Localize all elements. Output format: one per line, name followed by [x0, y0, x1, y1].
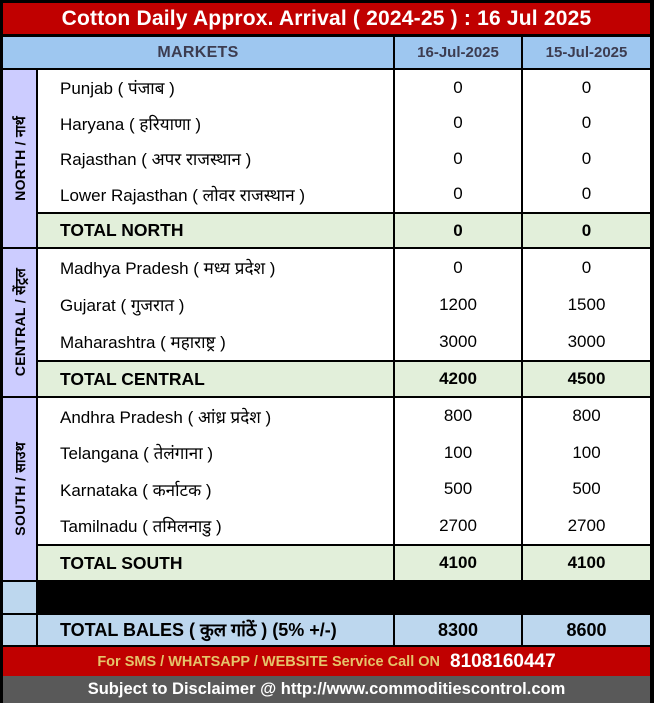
- grand-total-col1: 8300: [393, 615, 521, 645]
- value-col2: 2700: [521, 507, 650, 544]
- value-col1: 0: [393, 105, 521, 141]
- table-row: Gujarat ( गुजरात ) 1200 1500: [38, 286, 650, 323]
- grand-total-row: TOTAL BALES ( कुल गांठें ) (5% +/-) 8300…: [3, 613, 650, 647]
- black-separator-band: [3, 580, 650, 613]
- region-label-north: NORTH / नार्थ: [12, 116, 28, 201]
- section-north: NORTH / नार्थ Punjab ( पंजाब ) 0 0 Harya…: [3, 70, 650, 249]
- total-row-south: TOTAL SOUTH 4100 4100: [38, 544, 650, 580]
- market-name: Karnataka ( कर्नाटक ): [60, 480, 212, 500]
- disclaimer-link-text[interactable]: Subject to Disclaimer @ http://www.commo…: [87, 680, 566, 698]
- total-value-col2: 0: [521, 214, 650, 247]
- value-col2: 0: [521, 105, 650, 141]
- total-value-col1: 0: [393, 214, 521, 247]
- table-header-row: MARKETS 16-Jul-2025 15-Jul-2025: [3, 37, 650, 70]
- market-name: Tamilnadu ( तमिलनाडु ): [60, 517, 222, 537]
- value-col2: 0: [521, 141, 650, 177]
- value-col1: 100: [393, 434, 521, 471]
- table-row: Tamilnadu ( तमिलनाडु ) 2700 2700: [38, 507, 650, 544]
- market-name: Madhya Pradesh ( मध्य प्रदेश ): [60, 259, 276, 278]
- table-row: Maharashtra ( महाराष्ट्र ) 3000 3000: [38, 323, 650, 360]
- market-name: Haryana ( हरियाणा ): [60, 114, 202, 134]
- table-row: Karnataka ( कर्नाटक ) 500 500: [38, 471, 650, 508]
- separator-fill: [38, 582, 650, 613]
- market-name: Maharashtra ( महाराष्ट्र ): [60, 333, 226, 352]
- header-markets: MARKETS: [157, 43, 239, 61]
- value-col1: 0: [393, 249, 521, 286]
- market-name: Gujarat ( गुजरात ): [60, 296, 185, 315]
- market-name: Lower Rajasthan ( लोवर राजस्थान ): [60, 185, 306, 205]
- value-col2: 500: [521, 471, 650, 508]
- table-row: Telangana ( तेलंगाना ) 100 100: [38, 434, 650, 471]
- report-title-bar: Cotton Daily Approx. Arrival ( 2024-25 )…: [3, 3, 650, 37]
- value-col2: 0: [521, 70, 650, 106]
- table-row: Haryana ( हरियाणा ) 0 0: [38, 105, 650, 141]
- region-label-south: SOUTH / साउथ: [12, 442, 28, 536]
- total-row-central: TOTAL CENTRAL 4200 4500: [38, 360, 650, 396]
- total-label: TOTAL SOUTH: [60, 552, 183, 573]
- value-col2: 0: [521, 249, 650, 286]
- grand-total-side-cell: [3, 615, 38, 645]
- total-value-col2: 4500: [521, 362, 650, 396]
- service-phone-number: 8108160447: [450, 650, 556, 672]
- table-row: Punjab ( पंजाब ) 0 0: [38, 70, 650, 106]
- region-label-central: CENTRAL / सेंट्रल: [12, 268, 28, 377]
- report-title: Cotton Daily Approx. Arrival ( 2024-25 )…: [61, 6, 592, 30]
- region-strip-north: NORTH / नार्थ: [3, 70, 38, 247]
- market-name: Punjab ( पंजाब ): [60, 79, 175, 99]
- value-col2: 0: [521, 176, 650, 212]
- value-col1: 500: [393, 471, 521, 508]
- region-strip-central: CENTRAL / सेंट्रल: [3, 249, 38, 396]
- value-col1: 800: [393, 398, 521, 435]
- table-row: Rajasthan ( अपर राजस्थान ) 0 0: [38, 141, 650, 177]
- value-col1: 0: [393, 70, 521, 106]
- value-col1: 0: [393, 141, 521, 177]
- sms-service-text: For SMS / WHATSAPP / WEBSITE Service Cal…: [97, 653, 441, 670]
- total-label: TOTAL CENTRAL: [60, 368, 205, 389]
- region-strip-south: SOUTH / साउथ: [3, 398, 38, 580]
- total-row-north: TOTAL NORTH 0 0: [38, 212, 650, 247]
- total-label: TOTAL NORTH: [60, 220, 184, 240]
- table-row: Andhra Pradesh ( आंध्र प्रदेश ) 800 800: [38, 398, 650, 435]
- total-value-col2: 4100: [521, 546, 650, 580]
- table-row: Lower Rajasthan ( लोवर राजस्थान ) 0 0: [38, 176, 650, 212]
- market-name: Telangana ( तेलंगाना ): [60, 444, 213, 464]
- section-central: CENTRAL / सेंट्रल Madhya Pradesh ( मध्य …: [3, 249, 650, 398]
- separator-side-cell: [3, 582, 38, 613]
- market-name: Andhra Pradesh ( आंध्र प्रदेश ): [60, 407, 272, 427]
- value-col2: 100: [521, 434, 650, 471]
- section-south: SOUTH / साउथ Andhra Pradesh ( आंध्र प्रद…: [3, 398, 650, 580]
- value-col2: 800: [521, 398, 650, 435]
- value-col1: 3000: [393, 323, 521, 360]
- total-value-col1: 4100: [393, 546, 521, 580]
- total-value-col1: 4200: [393, 362, 521, 396]
- value-col1: 2700: [393, 507, 521, 544]
- header-date-col2: 15-Jul-2025: [521, 37, 650, 68]
- value-col1: 0: [393, 176, 521, 212]
- grand-total-label: TOTAL BALES ( कुल गांठें ) (5% +/-): [60, 620, 337, 640]
- value-col1: 1200: [393, 286, 521, 323]
- sms-service-bar: For SMS / WHATSAPP / WEBSITE Service Cal…: [3, 647, 650, 676]
- table-row: Madhya Pradesh ( मध्य प्रदेश ) 0 0: [38, 249, 650, 286]
- market-name: Rajasthan ( अपर राजस्थान ): [60, 150, 252, 170]
- value-col2: 3000: [521, 323, 650, 360]
- header-date-col1: 16-Jul-2025: [393, 37, 521, 68]
- disclaimer-bar[interactable]: Subject to Disclaimer @ http://www.commo…: [3, 676, 650, 703]
- value-col2: 1500: [521, 286, 650, 323]
- grand-total-col2: 8600: [521, 615, 650, 645]
